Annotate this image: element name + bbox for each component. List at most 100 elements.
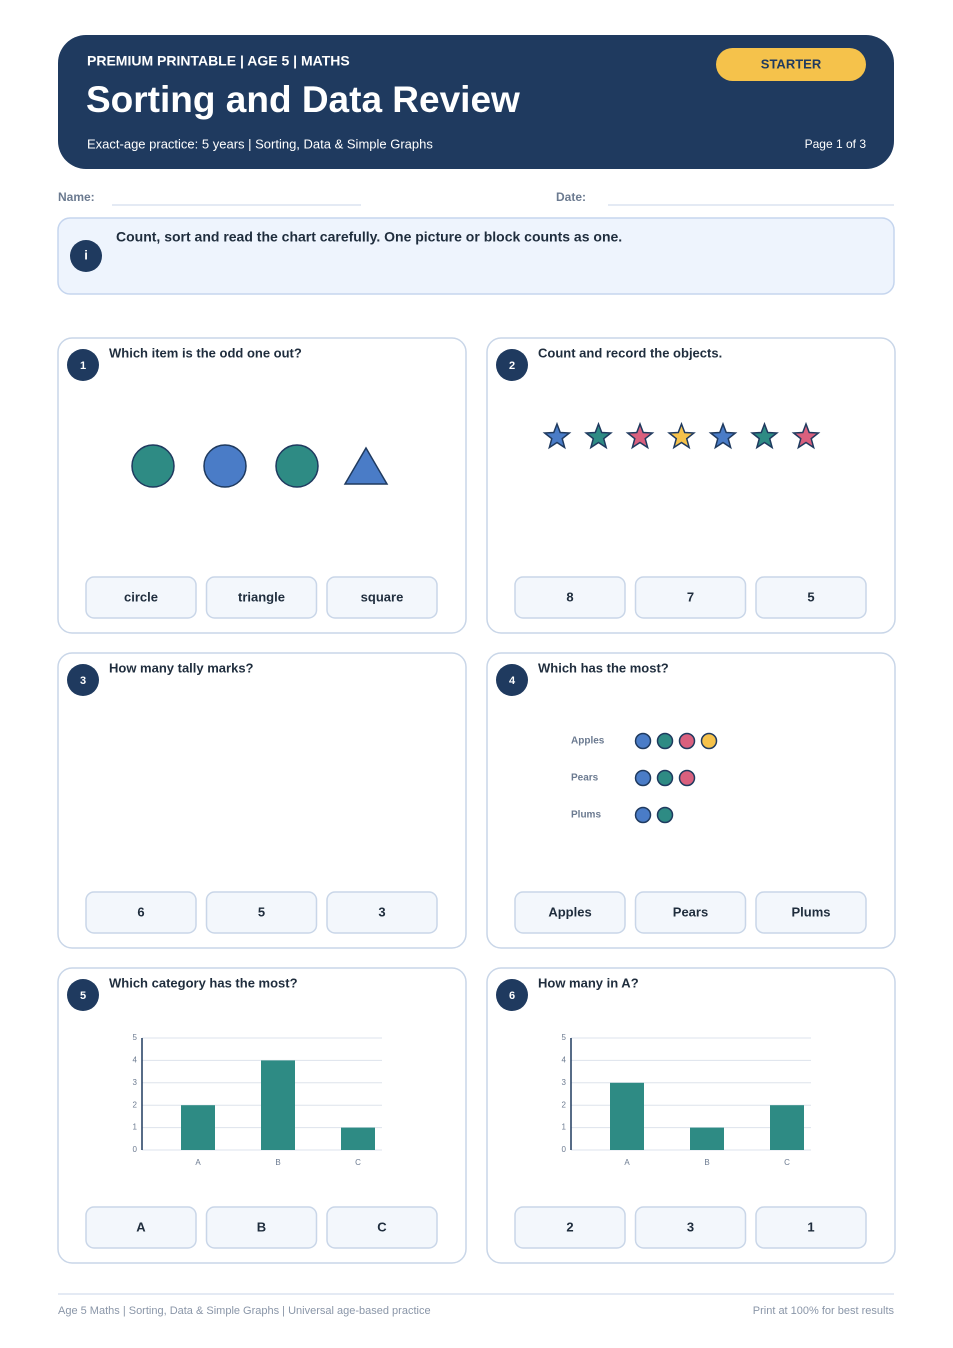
question-prompt: Which category has the most? [109, 975, 298, 990]
x-tick-label: B [704, 1158, 709, 1167]
option-label[interactable]: Pears [673, 904, 708, 919]
footer-right: Print at 100% for best results [753, 1305, 895, 1317]
row-label: Pears [571, 773, 599, 784]
option-button[interactable] [514, 576, 626, 619]
picto-dot [634, 769, 652, 787]
y-tick-label: 3 [133, 1078, 138, 1087]
x-tick-label: A [624, 1158, 630, 1167]
question-number-badge [67, 349, 99, 381]
option-label[interactable]: 3 [687, 1219, 694, 1234]
question-prompt: How many tally marks? [109, 660, 254, 675]
option-button[interactable] [326, 576, 438, 619]
option-label[interactable]: 2 [566, 1219, 573, 1234]
row-label: Plums [571, 810, 601, 821]
option-label[interactable]: triangle [238, 589, 285, 604]
instructions [57, 217, 895, 295]
option-button[interactable] [205, 576, 318, 619]
y-tick-label: 1 [133, 1123, 138, 1132]
option-label[interactable]: 1 [807, 1219, 814, 1234]
page-number: Page 1 of 3 [805, 137, 867, 151]
questions: 1 Which item is the odd one out? circle tri… [57, 337, 896, 1264]
option-label[interactable]: 8 [566, 589, 573, 604]
star [667, 421, 696, 450]
star [708, 421, 738, 450]
question-prompt: How many in A? [538, 975, 639, 990]
option-button[interactable] [326, 891, 438, 934]
circle-shape [275, 444, 319, 488]
subtitle: Exact-age practice: 5 years | Sorting, D… [87, 136, 433, 151]
option-label[interactable]: Plums [791, 904, 830, 919]
bar [610, 1082, 644, 1150]
option-button[interactable] [85, 891, 197, 934]
picto-dot [678, 732, 696, 750]
star [584, 421, 613, 450]
option-button[interactable] [326, 1206, 438, 1249]
option-label[interactable]: B [257, 1219, 266, 1234]
info-icon [70, 240, 102, 272]
option-button[interactable] [85, 576, 197, 619]
option-label[interactable]: Apples [548, 904, 591, 919]
option-button[interactable] [755, 891, 867, 934]
star [791, 421, 821, 450]
name-label: Name: [58, 190, 95, 204]
option-button[interactable] [634, 1206, 747, 1249]
option-label[interactable]: 5 [807, 589, 814, 604]
option-label[interactable]: 6 [137, 904, 144, 919]
question-number-badge [67, 664, 99, 696]
option-button[interactable] [755, 1206, 867, 1249]
picto-dot [678, 769, 696, 787]
y-tick-label: 5 [133, 1033, 138, 1042]
question-card [57, 652, 467, 949]
option-label[interactable]: A [136, 1219, 146, 1234]
question-number: 2 [509, 360, 515, 372]
question-number: 3 [80, 675, 86, 687]
question-number-badge [496, 349, 528, 381]
picto-dot [656, 732, 674, 750]
option-label[interactable]: 3 [378, 904, 385, 919]
option-label[interactable]: square [361, 589, 404, 604]
triangle-shape [343, 446, 389, 485]
question-card [57, 337, 467, 634]
question-number-badge [67, 979, 99, 1011]
option-button[interactable] [755, 576, 867, 619]
y-tick-label: 2 [562, 1100, 567, 1109]
option-button[interactable] [205, 891, 318, 934]
option-button[interactable] [85, 1206, 197, 1249]
question-prompt: Which has the most? [538, 660, 669, 675]
picto-dot [700, 732, 718, 750]
option-button[interactable] [514, 1206, 626, 1249]
option-label[interactable]: circle [124, 589, 158, 604]
bar [690, 1127, 724, 1150]
y-tick-label: 4 [562, 1056, 567, 1065]
bar [341, 1127, 375, 1150]
option-button[interactable] [634, 891, 747, 934]
date-label: Date: [556, 190, 586, 204]
y-tick-label: 4 [133, 1056, 138, 1065]
question-number: 5 [80, 990, 86, 1002]
picto-dot [634, 732, 652, 750]
option-label[interactable]: C [377, 1219, 387, 1234]
y-tick-label: 2 [133, 1100, 138, 1109]
x-tick-label: C [784, 1158, 790, 1167]
option-label[interactable]: 7 [687, 589, 694, 604]
question-number-badge [496, 979, 528, 1011]
bar [770, 1105, 804, 1150]
question-number-badge [496, 664, 528, 696]
option-button[interactable] [205, 1206, 318, 1249]
option-button[interactable] [634, 576, 747, 619]
x-tick-label: A [195, 1158, 201, 1167]
question-prompt: Count and record the objects. [538, 345, 722, 360]
option-button[interactable] [514, 891, 626, 934]
footer-left: Age 5 Maths | Sorting, Data & Simple Gra… [58, 1305, 431, 1317]
question-number: 6 [509, 990, 515, 1002]
question-card [486, 337, 896, 634]
option-label[interactable]: 5 [258, 904, 265, 919]
y-tick-label: 1 [562, 1123, 567, 1132]
y-tick-label: 0 [133, 1145, 138, 1154]
title: Sorting and Data Review [86, 79, 520, 120]
question-card [486, 967, 896, 1264]
x-tick-label: C [355, 1158, 361, 1167]
circle-shape [203, 444, 247, 488]
